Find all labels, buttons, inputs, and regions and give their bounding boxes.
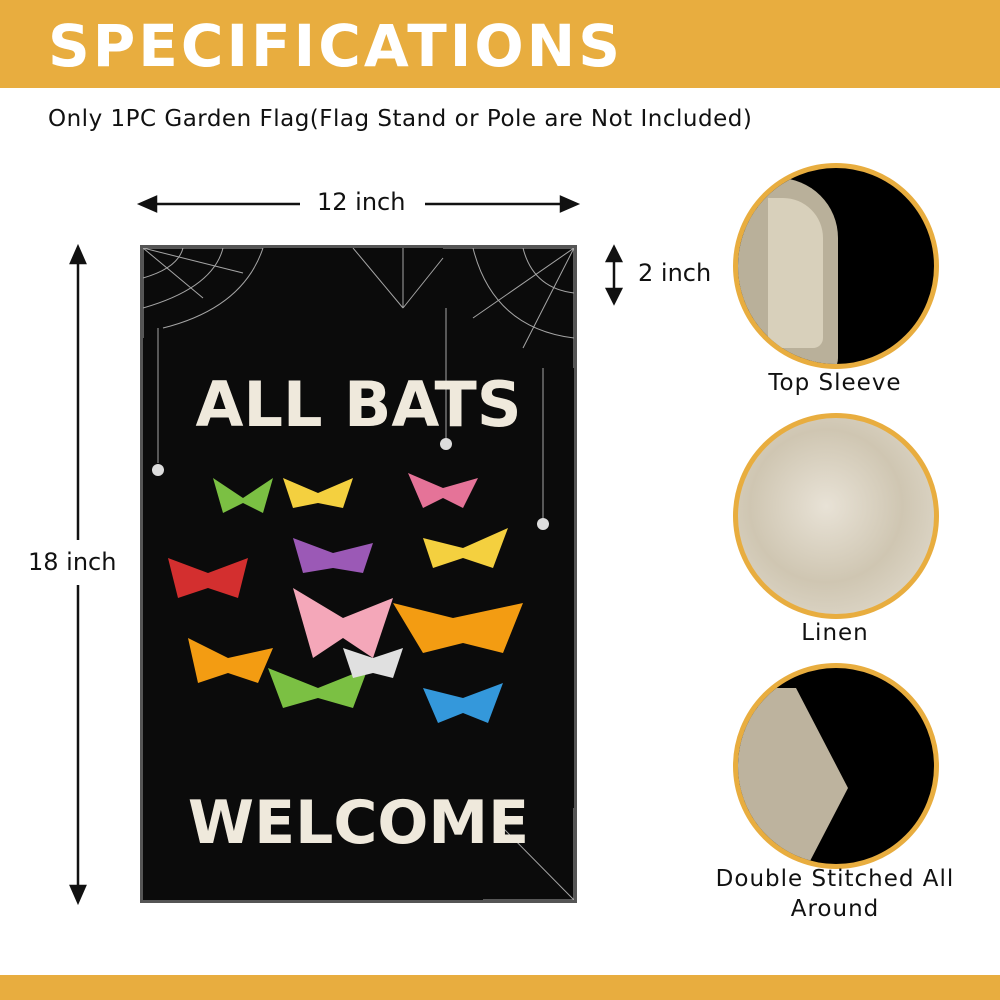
feature-label-linen: Linen — [801, 620, 869, 646]
height-label: 18 inch — [28, 548, 117, 576]
flag-text-bottom: WELCOME — [187, 788, 530, 858]
width-label: 12 inch — [317, 188, 406, 216]
sleeve-label: 2 inch — [638, 259, 712, 287]
feature-label-double-stitched: Double Stitched All Around — [715, 866, 955, 922]
double-stitched-image — [733, 663, 939, 869]
header-band — [0, 0, 1000, 88]
flag-image: ALL BATS WELCOME — [140, 245, 577, 903]
subtitle: Only 1PC Garden Flag(Flag Stand or Pole … — [48, 106, 753, 132]
footer-band — [0, 975, 1000, 1000]
page-title: SPECIFICATIONS — [48, 12, 623, 80]
spider-web-icon — [143, 248, 574, 900]
flag-text-top: ALL BATS — [195, 368, 522, 441]
linen-image — [733, 413, 939, 619]
bats — [168, 473, 523, 723]
feature-label-top-sleeve: Top Sleeve — [768, 370, 902, 396]
top-sleeve-image — [733, 163, 939, 369]
